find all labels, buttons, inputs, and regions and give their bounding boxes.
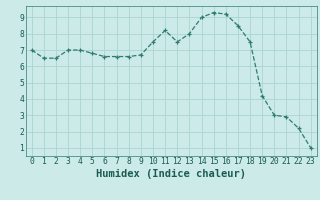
X-axis label: Humidex (Indice chaleur): Humidex (Indice chaleur) [96,169,246,179]
